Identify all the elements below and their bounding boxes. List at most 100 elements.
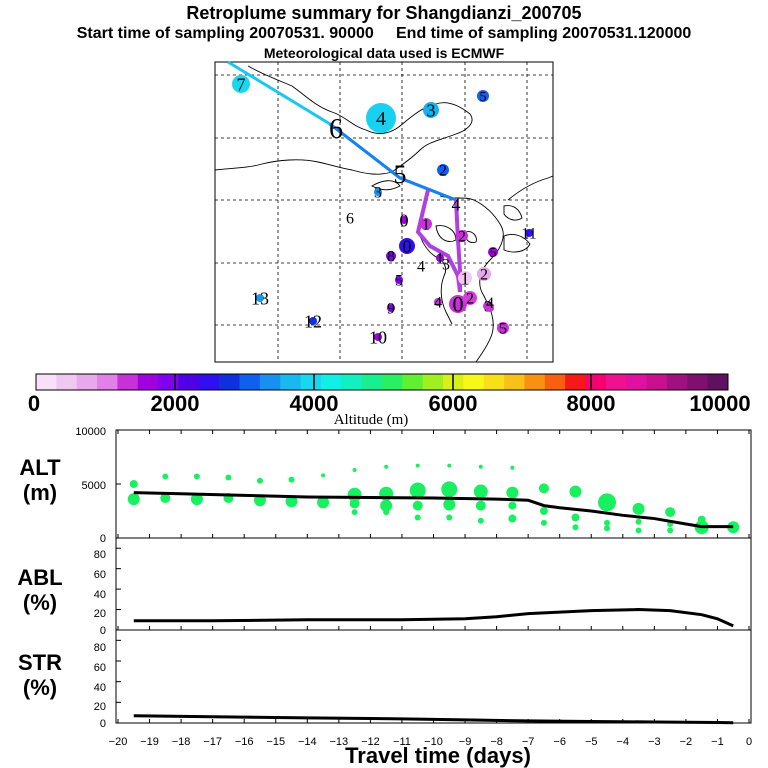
alt-ytick-5000: 5000	[82, 480, 106, 492]
abl-ytick-80: 80	[94, 549, 106, 561]
alt-dot	[475, 500, 486, 511]
alt-dot	[477, 517, 484, 524]
plume-label: 0	[400, 210, 409, 230]
alt-ytick-0: 0	[100, 533, 106, 545]
plume-dot	[232, 75, 250, 93]
alt-dot	[598, 493, 617, 512]
colorbar-swatch	[320, 374, 342, 390]
plume-dot	[449, 295, 467, 313]
alt-dot	[225, 474, 232, 481]
plume-marker: 0	[399, 236, 415, 256]
abl-ytick-20: 20	[94, 608, 106, 620]
alt-dot	[352, 467, 357, 472]
colorbar-tick-8000: 8000	[567, 391, 616, 416]
colorbar-swatch	[565, 374, 587, 390]
plume-marker: 4	[366, 103, 396, 133]
x-tick-label: −16	[235, 736, 254, 748]
alt-dot	[446, 514, 453, 521]
plume-marker: 2	[477, 267, 491, 284]
alt-dot	[129, 480, 138, 488]
plume-marker: 6	[346, 211, 354, 228]
plume-marker: 4	[486, 295, 494, 312]
x-tick-label: −11	[393, 736, 411, 748]
x-tick-label: −1	[711, 736, 724, 748]
plume-marker: 4	[434, 295, 442, 312]
plume-marker: 5	[497, 321, 509, 338]
colorbar-swatch	[158, 374, 179, 390]
str-ytick-40: 40	[94, 682, 106, 694]
plume-label: 4	[417, 259, 425, 276]
plume-label: 3	[374, 185, 382, 202]
colorbar-swatch	[76, 374, 98, 390]
plume-marker: 11	[521, 226, 536, 243]
plume-marker: 5	[394, 160, 407, 189]
x-tick-label: −18	[172, 736, 191, 748]
sampling-times: Start time of sampling 20070531. 90000 E…	[76, 25, 692, 42]
plume-label: 2	[439, 163, 447, 180]
colorbar-swatch	[626, 374, 648, 390]
colorbar-swatch	[239, 374, 261, 390]
abl-line	[133, 608, 734, 628]
plume-marker: 2	[437, 163, 449, 180]
data-lines	[133, 491, 734, 725]
colorbar-swatch	[219, 374, 241, 390]
plume-label: 6	[346, 211, 354, 228]
plume-marker: 2	[456, 229, 468, 246]
plume-label: 12	[304, 311, 322, 331]
colorbar-swatch	[524, 374, 546, 390]
plume-dot	[436, 254, 444, 262]
colorbar-tick-0: 0	[28, 391, 40, 416]
str-ytick-0: 0	[100, 718, 106, 730]
plume-dot	[400, 216, 408, 224]
alt-cluster-dots	[127, 463, 740, 535]
alt-dot	[288, 476, 295, 483]
colorbar-tick-10000: 10000	[689, 391, 750, 416]
plume-dot	[399, 238, 415, 254]
plume-dot	[463, 291, 477, 305]
str-ytick-80: 80	[94, 642, 106, 654]
plume-marker: 2	[463, 291, 477, 308]
plume-marker: 4	[452, 194, 461, 214]
alt-dot	[409, 482, 426, 499]
plume-dot	[486, 304, 494, 312]
colorbar-swatch	[259, 374, 281, 390]
alt-dot	[162, 473, 169, 480]
alt-dot	[415, 463, 420, 468]
alt-dot	[604, 525, 611, 532]
x-tick-label: −4	[617, 736, 630, 748]
colorbar-swatch	[544, 374, 566, 390]
colorbar-swatch	[300, 374, 322, 390]
colorbar-tick-4000: 4000	[290, 391, 339, 416]
alt-dot	[380, 499, 393, 512]
alt-dot	[160, 493, 171, 504]
plume-marker: 4	[417, 259, 425, 276]
plume-label: 4	[376, 108, 386, 130]
alt-dot	[321, 473, 326, 478]
alt-dot	[540, 519, 547, 526]
alt-dot	[349, 498, 360, 509]
plume-label: 1	[436, 251, 444, 268]
plume-label: 5	[394, 160, 407, 189]
plume-marker: 10	[369, 327, 387, 347]
plume-label: 9	[387, 301, 395, 318]
alt-dot	[632, 502, 645, 515]
plume-label: 10	[369, 327, 387, 347]
colorbar-frame	[35, 373, 729, 391]
alt-label: ALT	[19, 455, 61, 480]
alt-dot	[635, 518, 642, 525]
colorbar-swatch	[280, 374, 302, 390]
plume-dot	[374, 188, 382, 196]
plume-dot	[309, 317, 317, 325]
x-tick-label: −10	[424, 736, 443, 748]
x-tick-label: −8	[490, 736, 503, 748]
plume-marker: 0	[400, 210, 409, 230]
alt-unit: (m)	[23, 480, 57, 505]
plume-marker: 5	[488, 246, 498, 261]
plume-dot	[434, 298, 442, 306]
colorbar-swatch	[341, 374, 363, 390]
plume-label: 0	[403, 236, 412, 256]
plume-marker: 1	[436, 251, 444, 268]
colorbar-swatch	[178, 374, 200, 390]
chart-title: Retroplume summary for Shangdianzi_20070…	[186, 3, 582, 23]
str-unit: (%)	[23, 675, 57, 700]
